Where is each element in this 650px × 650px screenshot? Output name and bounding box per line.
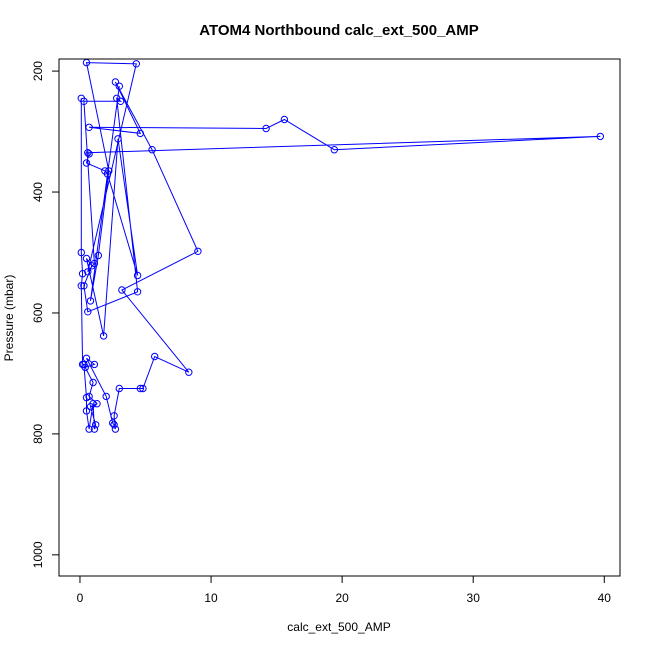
x-tick-label: 40 [598,591,612,605]
data-point [82,354,91,362]
data-point [185,368,193,376]
data-point [139,384,147,393]
data-point [111,425,120,433]
x-tick-label: 0 [77,591,84,605]
data-point [148,146,156,154]
data-point [110,412,118,420]
data-point [85,150,93,158]
data-point [84,308,92,316]
data-point [86,297,95,305]
data-point [78,270,87,278]
chart-title: ATOM4 Northbound calc_ext_500_AMP [199,22,479,39]
data-point [81,363,89,372]
data-point [596,132,604,141]
data-point [99,332,108,340]
data-point [194,247,202,256]
y-tick-label: 1000 [31,541,45,568]
data-point [133,288,142,296]
plot-area [58,58,621,577]
data-point [90,259,99,268]
data-point [115,384,124,393]
series-layer [77,59,604,433]
data-point [151,352,159,361]
y-axis: 200 400 600 800 1000 [31,61,60,568]
data-point [114,135,122,143]
data-point [330,146,338,154]
data-point [94,251,103,260]
x-axis-label: calc_ext_500_AMP [287,620,390,634]
data-point [136,384,145,393]
data-point [80,97,88,106]
data-point [262,124,270,133]
data-point [115,82,124,90]
data-point [80,282,88,290]
series-line [80,62,601,430]
data-point [84,149,92,157]
data-point [90,425,99,433]
data-point [116,97,125,106]
y-tick-label: 200 [31,61,45,81]
data-point [84,268,92,276]
data-point [82,254,91,263]
x-tick-label: 20 [335,591,349,605]
data-point [105,167,113,175]
data-point [89,378,97,387]
data-point [136,129,145,138]
data-point [111,78,120,86]
data-point [85,392,93,401]
data-point [132,60,141,68]
data-point [110,421,118,429]
data-point [85,123,93,132]
data-point [85,425,93,433]
y-tick-label: 400 [31,182,45,202]
y-tick-label: 800 [31,424,45,444]
data-point [280,115,289,124]
x-tick-label: 10 [204,591,218,605]
data-point [133,271,142,280]
data-point [88,262,96,270]
data-point [82,407,91,415]
plot-frame [58,58,621,577]
y-axis-label: Pressure (mbar) [2,275,16,362]
data-point [77,282,86,290]
data-point [92,421,100,429]
x-tick-label: 30 [467,591,481,605]
data-point [82,159,91,167]
data-point [86,403,95,411]
data-point [118,286,126,294]
data-point [90,360,99,369]
x-axis: 0 10 20 30 40 [77,575,612,605]
data-point [102,392,110,401]
data-point [109,419,117,427]
data-point [93,400,101,408]
y-tick-label: 600 [31,303,45,323]
data-point [77,248,86,257]
